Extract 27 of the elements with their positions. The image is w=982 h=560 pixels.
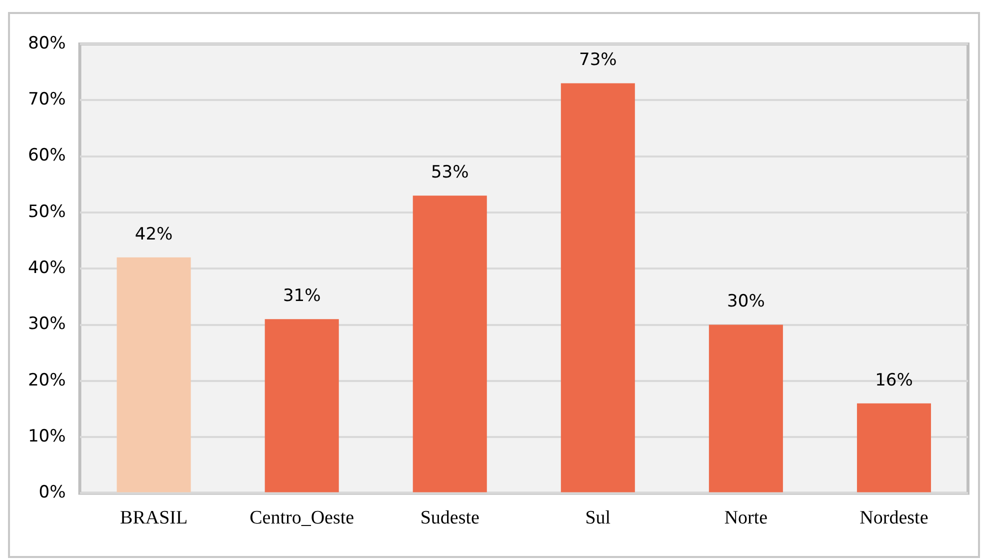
y-tick-label: 20%	[28, 370, 66, 390]
bar	[708, 324, 783, 492]
y-tick-label: 60%	[28, 146, 66, 166]
y-tick-label: 10%	[28, 426, 66, 446]
data-label: 73%	[579, 50, 617, 70]
y-tick-label: 70%	[28, 90, 66, 110]
data-label: 31%	[282, 286, 321, 306]
y-tick-label: 30%	[28, 314, 66, 334]
bar	[116, 257, 191, 492]
bar	[560, 83, 635, 492]
bar	[412, 196, 487, 492]
x-tick-label: Norte	[724, 508, 768, 529]
x-tick-label: BRASIL	[120, 508, 188, 529]
data-label: 42%	[134, 224, 173, 244]
bar	[264, 319, 339, 492]
data-label: 30%	[727, 292, 765, 312]
y-tick-label: 80%	[28, 33, 66, 54]
y-tick-label: 0%	[38, 482, 66, 503]
bar	[856, 403, 931, 492]
x-tick-label: Nordeste	[860, 508, 928, 529]
y-tick-label: 40%	[28, 258, 66, 278]
x-tick-label: Centro_Oeste	[250, 508, 354, 529]
x-tick-label: Sul	[585, 508, 611, 529]
data-label: 53%	[430, 162, 469, 183]
x-tick-label: Sudeste	[420, 508, 480, 529]
y-tick-label: 50%	[28, 202, 66, 222]
data-label: 16%	[875, 370, 913, 390]
